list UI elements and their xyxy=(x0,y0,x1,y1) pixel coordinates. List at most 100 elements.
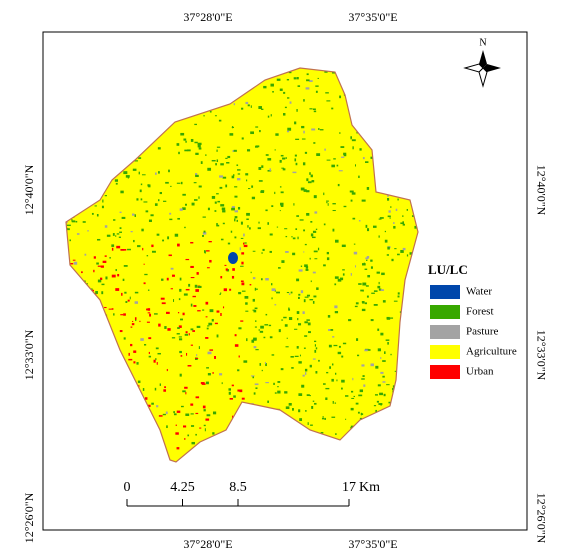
texture xyxy=(214,201,217,204)
texture xyxy=(221,382,223,385)
texture xyxy=(406,208,408,211)
texture xyxy=(260,325,264,329)
texture xyxy=(265,382,269,384)
texture xyxy=(377,384,381,387)
texture xyxy=(323,383,326,385)
texture xyxy=(190,344,193,346)
texture xyxy=(184,333,189,336)
texture xyxy=(287,97,290,99)
texture xyxy=(360,289,363,292)
texture xyxy=(180,405,184,408)
texture xyxy=(225,157,228,159)
texture xyxy=(113,313,115,316)
texture xyxy=(307,422,309,425)
texture xyxy=(234,216,238,219)
bottom-coord-label: 37°35'0"E xyxy=(348,537,397,551)
texture xyxy=(299,354,301,357)
texture xyxy=(303,347,306,349)
texture xyxy=(250,271,252,274)
texture xyxy=(209,349,214,351)
texture xyxy=(300,265,303,267)
texture xyxy=(386,384,390,386)
texture xyxy=(366,295,369,298)
texture xyxy=(261,369,263,372)
texture xyxy=(128,352,130,356)
texture xyxy=(234,218,236,222)
texture xyxy=(214,210,217,212)
texture xyxy=(382,381,386,383)
texture xyxy=(252,277,256,280)
texture xyxy=(300,290,304,294)
texture xyxy=(254,326,257,328)
texture xyxy=(185,391,187,395)
texture xyxy=(114,235,117,237)
texture xyxy=(297,85,301,87)
texture xyxy=(387,198,390,201)
texture xyxy=(232,415,234,419)
texture xyxy=(370,363,374,367)
texture xyxy=(338,345,341,348)
texture xyxy=(386,254,389,256)
texture xyxy=(251,185,254,188)
texture xyxy=(387,246,390,250)
texture xyxy=(311,406,314,409)
texture xyxy=(123,337,126,340)
texture xyxy=(259,130,261,133)
scale-label: 8.5 xyxy=(229,480,247,495)
texture xyxy=(104,306,107,309)
texture xyxy=(372,225,377,228)
legend-swatch xyxy=(430,345,460,359)
texture xyxy=(241,290,246,292)
texture xyxy=(190,328,194,331)
texture xyxy=(361,199,366,202)
texture xyxy=(388,210,391,213)
texture xyxy=(203,250,206,253)
texture xyxy=(364,268,368,270)
water-body xyxy=(228,252,238,264)
texture xyxy=(329,366,332,369)
texture xyxy=(311,180,315,183)
texture xyxy=(316,153,321,156)
texture xyxy=(390,206,392,208)
texture xyxy=(337,278,342,282)
texture xyxy=(220,238,224,241)
texture xyxy=(82,221,86,223)
texture xyxy=(140,338,144,341)
legend-title: LU/LC xyxy=(428,262,468,277)
texture xyxy=(183,425,187,428)
texture xyxy=(340,277,344,281)
texture xyxy=(229,133,234,136)
texture xyxy=(176,143,180,146)
texture xyxy=(134,291,139,294)
texture xyxy=(389,217,391,219)
texture xyxy=(162,413,166,416)
texture xyxy=(234,236,237,239)
texture xyxy=(254,307,258,310)
texture xyxy=(314,211,318,214)
texture xyxy=(309,172,311,175)
texture xyxy=(377,328,380,331)
texture xyxy=(326,251,329,255)
texture xyxy=(255,320,257,322)
texture xyxy=(111,247,114,251)
texture xyxy=(264,362,266,364)
texture xyxy=(144,344,147,346)
texture xyxy=(175,432,179,435)
texture xyxy=(277,386,279,388)
texture xyxy=(149,313,152,317)
texture xyxy=(311,236,316,239)
texture xyxy=(314,349,317,353)
texture xyxy=(304,151,308,154)
texture xyxy=(240,280,244,282)
texture xyxy=(158,199,160,202)
texture xyxy=(264,324,269,326)
texture xyxy=(246,179,248,182)
texture xyxy=(349,190,354,193)
texture xyxy=(338,170,343,172)
texture xyxy=(119,227,122,229)
texture xyxy=(313,195,317,199)
texture xyxy=(147,289,150,291)
texture xyxy=(309,80,313,82)
texture xyxy=(220,204,225,207)
